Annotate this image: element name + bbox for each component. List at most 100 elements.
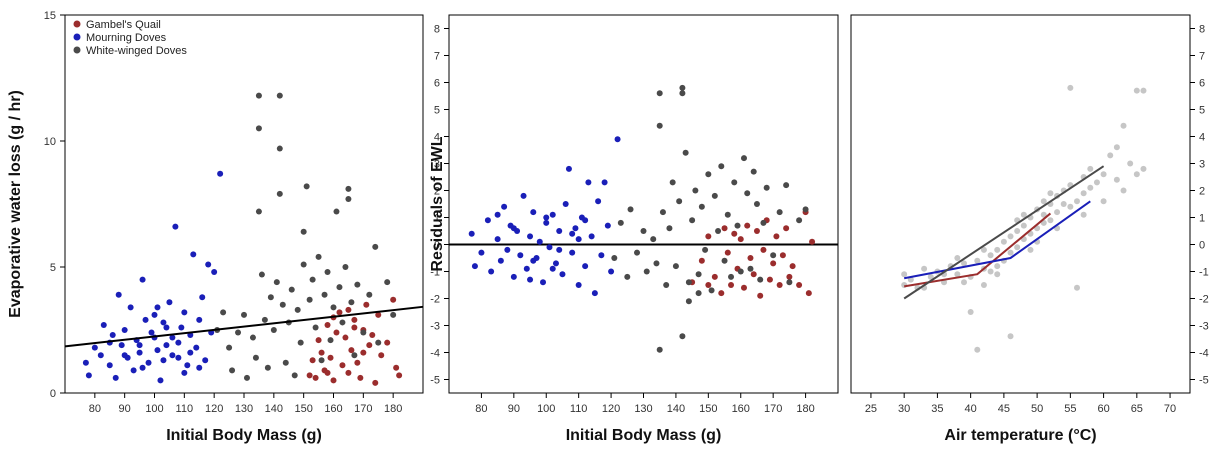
data-point (1074, 198, 1080, 205)
data-point (650, 236, 657, 243)
data-point (121, 327, 128, 333)
data-point (569, 230, 576, 237)
x-tick-label: 90 (508, 403, 520, 415)
y-tick-label: -3 (1199, 321, 1209, 333)
data-point (226, 344, 233, 351)
data-point (276, 145, 283, 152)
y-tick-label: 10 (44, 136, 56, 148)
data-point (711, 273, 718, 280)
data-point (604, 222, 611, 229)
data-point (333, 208, 340, 215)
x-tick-label: 170 (764, 403, 782, 415)
data-point (163, 342, 170, 349)
data-point (1007, 333, 1014, 340)
data-point (1093, 179, 1100, 186)
data-point (330, 304, 337, 311)
data-point (190, 251, 197, 258)
data-point (556, 246, 563, 253)
data-point (750, 271, 757, 278)
data-point (130, 367, 137, 374)
data-point (702, 246, 709, 253)
data-point (588, 233, 595, 240)
data-point (614, 136, 621, 143)
data-point (115, 291, 122, 298)
data-point (569, 249, 576, 256)
data-point (676, 198, 683, 205)
data-point (351, 352, 358, 359)
data-point (193, 344, 200, 351)
data-point (199, 294, 206, 301)
data-point (692, 187, 699, 194)
data-point (543, 214, 550, 221)
data-point (279, 301, 286, 308)
data-point (145, 359, 152, 366)
data-point (1020, 211, 1027, 218)
data-point (659, 209, 666, 216)
data-point (501, 203, 508, 210)
data-point (559, 271, 566, 278)
data-point (309, 357, 316, 364)
regression-line (64, 305, 424, 348)
data-point (1020, 222, 1027, 229)
data-point (345, 369, 352, 376)
data-point (1007, 233, 1014, 240)
data-point (617, 219, 624, 226)
data-point (565, 165, 572, 172)
data-point (987, 252, 994, 259)
data-point (384, 339, 391, 346)
data-point (802, 206, 809, 213)
data-point (1120, 122, 1127, 129)
species-fit-line (903, 165, 1105, 300)
data-point (776, 209, 783, 216)
data-point (556, 228, 563, 234)
data-point (390, 311, 397, 318)
data-point (582, 217, 589, 224)
data-point (1140, 87, 1147, 94)
data-point (384, 279, 391, 286)
data-point (205, 261, 212, 268)
data-point (181, 309, 188, 316)
data-point (669, 179, 676, 186)
x-tick-label: 80 (475, 403, 487, 415)
data-point (348, 347, 355, 354)
data-point (282, 359, 289, 366)
y-tick-label: -4 (1199, 348, 1209, 360)
data-point (546, 244, 553, 251)
data-point (783, 182, 790, 189)
data-point (796, 282, 803, 288)
data-point (91, 344, 98, 351)
data-point (241, 311, 247, 318)
data-point (685, 298, 692, 305)
data-point (136, 349, 143, 356)
data-point (679, 333, 686, 340)
y-tick-label: 6 (434, 78, 440, 90)
x-tick-label: 40 (965, 403, 977, 415)
data-point (312, 374, 319, 381)
data-point (372, 379, 379, 386)
data-point (267, 294, 274, 301)
data-point (705, 282, 712, 288)
data-point (1140, 165, 1147, 172)
data-point (783, 225, 790, 232)
y-tick-label: -5 (430, 375, 440, 387)
x-tick-label: 180 (796, 403, 814, 415)
data-point (333, 329, 340, 336)
panel-residuals-vs-temperature: 25 30 35 40 45 50 55 60 65 70-5-4-3-2-1012345678A… (850, 14, 1209, 444)
data-point (217, 170, 224, 177)
data-point (139, 364, 146, 371)
data-point (276, 190, 283, 197)
data-point (786, 273, 793, 280)
data-point (961, 260, 967, 267)
data-point (562, 201, 569, 207)
data-point (468, 230, 475, 237)
data-point (740, 284, 747, 291)
y-tick-label: 7 (1199, 51, 1205, 63)
data-point (220, 309, 227, 316)
x-axis-title: Initial Body Mass (g) (166, 427, 322, 444)
x-tick-label: 100 (537, 403, 555, 415)
data-point (169, 352, 176, 359)
x-tick-label: 35 (931, 403, 943, 415)
data-point (1113, 176, 1120, 183)
data-point (510, 273, 517, 280)
data-point (270, 327, 277, 333)
